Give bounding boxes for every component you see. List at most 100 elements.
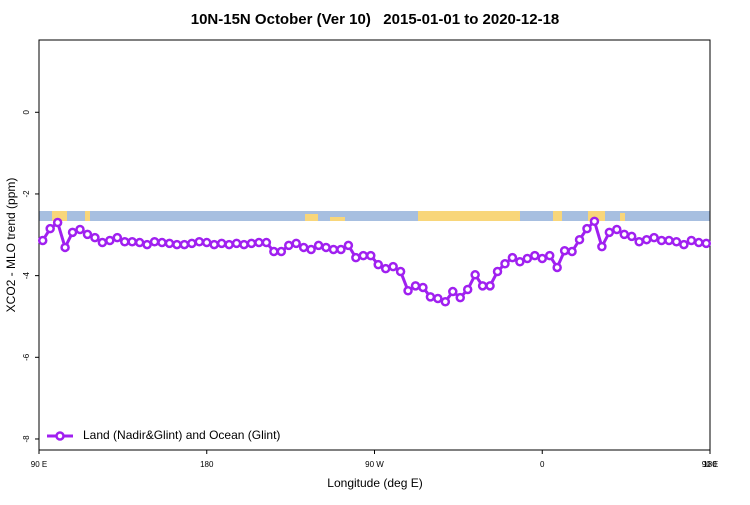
point (448, 286, 458, 297)
point (612, 224, 622, 235)
point (589, 216, 600, 227)
point (187, 238, 197, 249)
point (626, 231, 637, 242)
point (142, 239, 152, 250)
x-tick-label: 90 W (365, 460, 384, 469)
point (313, 240, 324, 251)
x-tick-label: 90 E (31, 460, 47, 469)
y-tick-label: -8 (22, 435, 31, 443)
point (373, 259, 383, 270)
point (284, 240, 294, 251)
point (336, 244, 346, 255)
point (567, 246, 577, 257)
point (507, 252, 518, 263)
point (619, 229, 630, 240)
y-axis-label: XCO2 - MLO trend (ppm) (4, 178, 18, 313)
legend-marker (55, 431, 65, 441)
point (306, 244, 316, 255)
point (45, 223, 55, 234)
point (604, 227, 615, 238)
point (671, 236, 682, 247)
y-tick-label: 0 (22, 110, 31, 115)
point (403, 285, 413, 296)
point (694, 237, 704, 248)
point (634, 236, 644, 247)
point (485, 281, 495, 291)
point (321, 242, 331, 253)
x-tick-label: 180 (200, 460, 214, 469)
point (380, 263, 391, 274)
x-tick-label: 90 E (702, 460, 718, 469)
point (649, 232, 659, 243)
point (522, 253, 533, 264)
point (410, 281, 421, 291)
point (105, 235, 115, 246)
point (112, 232, 123, 243)
point (544, 250, 555, 261)
point (246, 238, 257, 249)
x-tick-label: 0 (540, 460, 545, 469)
point (231, 238, 242, 249)
point (343, 240, 354, 251)
point (462, 284, 473, 295)
point (202, 237, 212, 248)
point (127, 236, 137, 247)
point (37, 235, 48, 246)
point (440, 297, 451, 307)
y-tick-label: -4 (22, 272, 31, 280)
point (67, 227, 78, 238)
point (701, 238, 712, 249)
point (559, 245, 570, 256)
point (179, 239, 190, 250)
point (679, 239, 689, 250)
point (276, 246, 287, 257)
point (149, 236, 160, 247)
point (388, 261, 398, 272)
point (291, 238, 301, 249)
point (157, 237, 167, 248)
point (261, 237, 272, 248)
point (194, 236, 205, 247)
y-tick-label: -2 (22, 190, 31, 198)
point (134, 237, 145, 248)
point (597, 241, 607, 252)
point (366, 250, 376, 261)
point (216, 238, 227, 249)
point (52, 217, 63, 228)
legend-label: Land (Nadir&Glint) and Ocean (Glint) (83, 428, 280, 442)
point (500, 259, 510, 269)
point (97, 237, 108, 248)
point (641, 234, 652, 245)
point (358, 250, 369, 261)
point (686, 235, 697, 246)
point (75, 224, 85, 235)
point (425, 292, 436, 302)
point (172, 239, 182, 250)
point (90, 232, 100, 243)
point (60, 242, 70, 253)
point (470, 270, 480, 280)
point (351, 252, 361, 263)
point (269, 246, 279, 257)
point (455, 292, 465, 303)
point (254, 237, 264, 248)
point (209, 239, 219, 250)
point (582, 223, 592, 234)
point (515, 256, 525, 267)
point (298, 242, 309, 253)
point (82, 229, 93, 240)
point (433, 293, 443, 304)
point (492, 266, 503, 277)
point (664, 235, 674, 246)
point (552, 262, 562, 273)
x-tick-label: 180 (703, 460, 717, 469)
point (328, 244, 339, 255)
point (418, 282, 428, 293)
point (224, 239, 234, 250)
point (119, 236, 130, 247)
map-strip (39, 211, 710, 221)
point (164, 238, 175, 249)
y-tick-label: -6 (22, 353, 31, 361)
point (239, 239, 249, 250)
